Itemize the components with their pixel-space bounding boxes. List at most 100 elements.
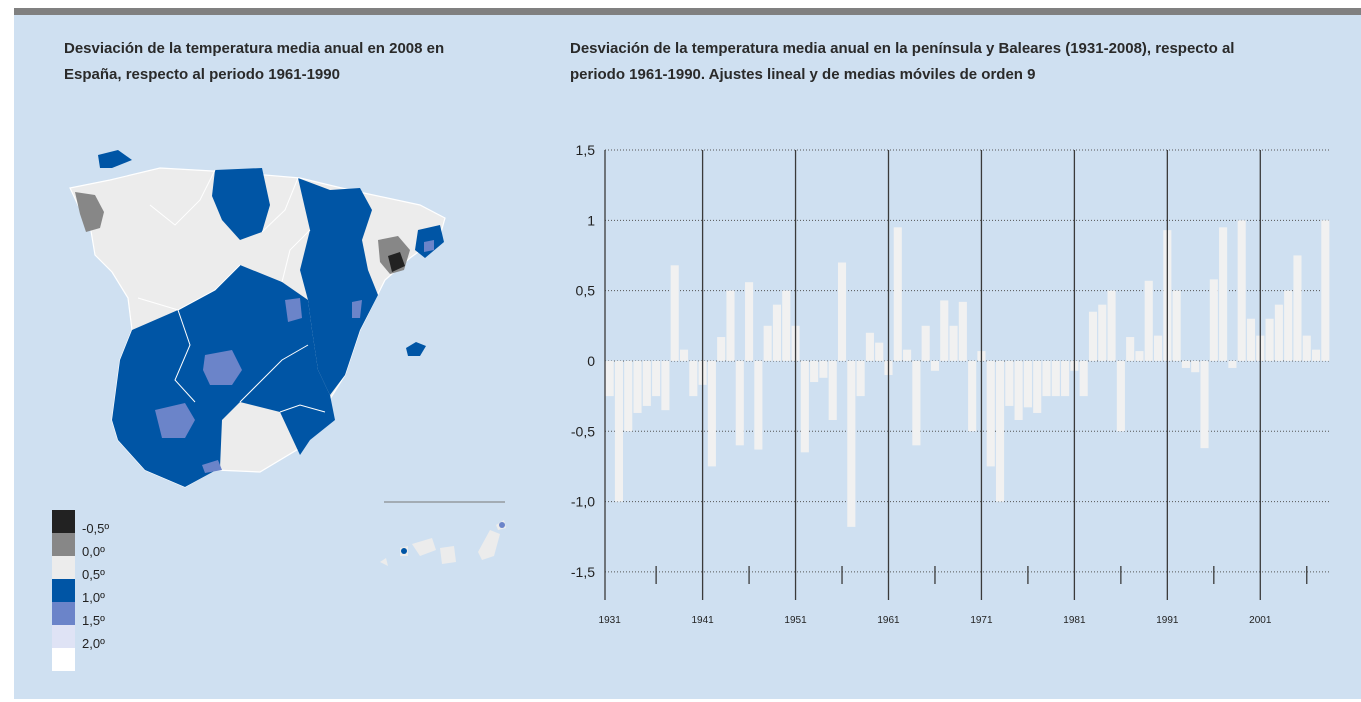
bar [707, 360, 716, 467]
bar [782, 290, 791, 361]
bar [1079, 360, 1088, 397]
legend-swatch [52, 556, 75, 579]
canary-blue-dot [401, 548, 407, 554]
bar [1172, 290, 1181, 361]
legend-swatch [52, 625, 75, 648]
bar [995, 360, 1005, 502]
bar [670, 265, 679, 361]
x-tick-label: 2001 [1249, 615, 1272, 626]
x-tick-label: 1951 [784, 615, 807, 626]
bar [661, 360, 670, 411]
bar [1098, 304, 1107, 361]
bar [763, 325, 772, 361]
map-region-galicia-grey [75, 192, 104, 232]
y-tick-label: -0,5 [571, 423, 595, 439]
map-region-lightblue-2 [155, 403, 195, 438]
map-region-lightblue-4 [352, 300, 362, 318]
bar [605, 360, 614, 397]
bar [940, 300, 949, 361]
legend-item: 0,0º [52, 533, 172, 559]
bar [1237, 220, 1246, 361]
bar [958, 301, 967, 361]
bar [810, 360, 819, 383]
y-tick-label: -1,0 [571, 494, 595, 510]
map-balearic-islands [406, 342, 426, 356]
bar [986, 360, 995, 467]
bar [735, 360, 744, 446]
x-tick-label: 1941 [691, 615, 714, 626]
bar [1284, 290, 1293, 361]
bar [1014, 360, 1023, 420]
bar [1042, 360, 1051, 397]
y-tick-label: -1,5 [571, 564, 595, 580]
bar [828, 360, 837, 420]
map-region-nw-blue [98, 150, 132, 168]
bar [633, 360, 642, 413]
bar [624, 360, 633, 432]
bar [1107, 290, 1116, 361]
y-tick-label: 0 [587, 353, 595, 369]
bar [1219, 227, 1228, 361]
bar [893, 227, 902, 361]
chart-title-line1: Desviación de la temperatura media anual… [570, 40, 1235, 57]
legend-swatch [52, 533, 75, 556]
bar [1321, 220, 1330, 361]
bar [745, 282, 754, 361]
map-title-line2: España, respecto al periodo 1961-1990 [64, 66, 340, 83]
bar [837, 262, 847, 361]
bar [800, 360, 809, 453]
canary-islands [380, 520, 506, 566]
bar [912, 360, 921, 446]
bar [652, 360, 661, 397]
legend-swatch [52, 510, 75, 533]
map-legend: -0,5º 0,0º 0,5º 1,0º 1,5º 2,0º [52, 510, 172, 678]
bar [1023, 360, 1032, 408]
legend-swatch [52, 579, 75, 602]
chart-title-line2: periodo 1961-1990. Ajustes lineal y de m… [570, 66, 1036, 83]
bar [968, 360, 977, 432]
bar [1293, 255, 1302, 361]
bar [1153, 335, 1163, 361]
x-tick-label: 1981 [1063, 615, 1086, 626]
map-region-catalonia-black [388, 252, 405, 272]
bar [921, 325, 930, 361]
bar [1191, 360, 1200, 373]
x-tick-label: 1961 [877, 615, 900, 626]
legend-item [52, 648, 172, 671]
bar [614, 360, 623, 502]
bar [1228, 360, 1237, 368]
legend-item: 1,5º [52, 602, 172, 628]
bar [856, 360, 865, 397]
legend-label: 1,0º [82, 590, 105, 605]
bar [1051, 360, 1060, 397]
bar [903, 349, 912, 361]
bar [1116, 360, 1125, 432]
map-region-girona-lightblue [424, 240, 434, 252]
bar [1135, 351, 1144, 361]
legend-label: 0,0º [82, 544, 105, 559]
bar [726, 290, 735, 361]
map-title-line1: Desviación de la temperatura media anual… [64, 40, 445, 57]
bar [1274, 304, 1283, 361]
map-region-lightblue-5 [202, 460, 222, 473]
bar [865, 332, 874, 361]
bar [1005, 360, 1014, 406]
bar [819, 360, 828, 378]
map-region-lightblue-1 [203, 350, 242, 385]
map-region-north-blue [212, 168, 270, 240]
bar [772, 304, 782, 361]
legend-label: 0,5º [82, 567, 105, 582]
bar [1088, 311, 1098, 361]
bar [875, 342, 884, 361]
legend-swatch [52, 648, 75, 671]
legend-label: 2,0º [82, 636, 105, 651]
bar [1200, 360, 1209, 449]
bar [1061, 360, 1070, 397]
legend-item: 0,5º [52, 556, 172, 582]
y-tick-label: 1,5 [576, 142, 596, 158]
bar [1265, 318, 1274, 361]
bar [1209, 279, 1218, 361]
canary-lightblue-dot [499, 522, 505, 528]
bar [754, 360, 763, 450]
